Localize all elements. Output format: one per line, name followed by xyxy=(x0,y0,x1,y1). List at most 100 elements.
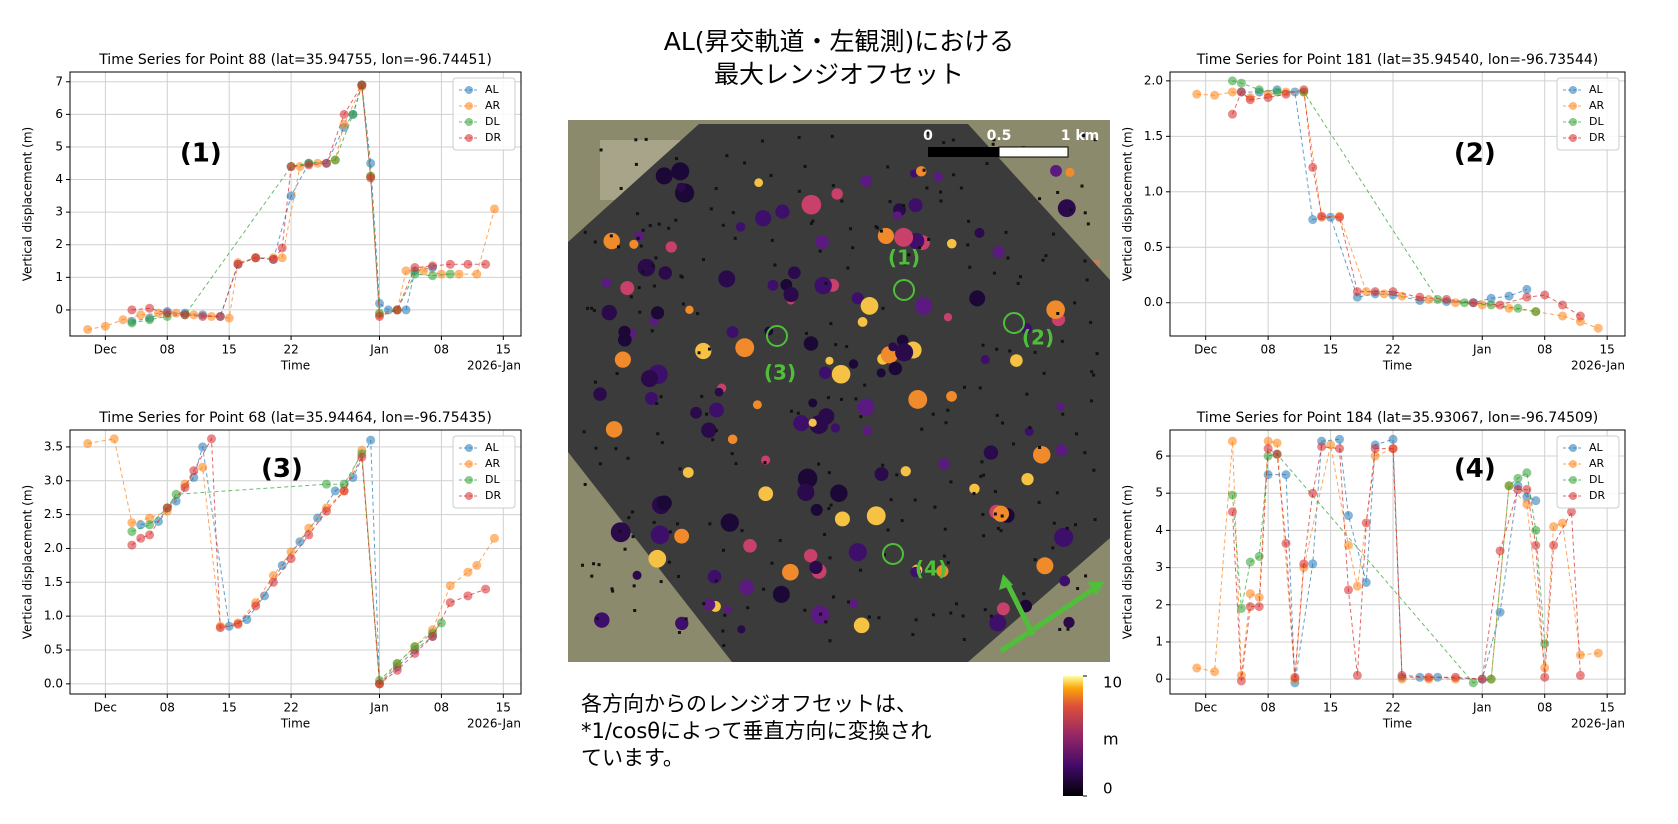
data-point xyxy=(1575,311,1585,321)
map-noise xyxy=(590,306,594,310)
data-point xyxy=(348,109,358,119)
map-noise xyxy=(1092,373,1096,377)
data-point xyxy=(1495,300,1505,310)
data-point xyxy=(1343,511,1353,521)
site-marker xyxy=(893,279,915,301)
colorbar-tick-label: 10 xyxy=(1103,674,1122,692)
map-tank xyxy=(825,356,834,365)
map-noise xyxy=(882,553,886,557)
data-point xyxy=(1513,484,1523,494)
map-noise xyxy=(714,187,718,191)
map-noise xyxy=(995,347,999,351)
map-noise xyxy=(722,644,726,648)
map-noise xyxy=(1060,339,1064,343)
map-noise xyxy=(1093,518,1097,522)
map-noise xyxy=(733,236,737,240)
map-tank xyxy=(735,222,746,232)
data-point xyxy=(1575,670,1585,680)
map-tank xyxy=(1046,300,1065,319)
map-tank xyxy=(818,366,832,380)
map-noise xyxy=(819,612,823,616)
map-tank xyxy=(737,625,746,634)
map-noise xyxy=(667,560,671,564)
map-noise xyxy=(1074,523,1078,527)
map-noise xyxy=(740,529,744,533)
y-tick-label: 2.0 xyxy=(1144,73,1163,87)
map-noise xyxy=(639,244,643,248)
map-noise xyxy=(972,491,976,495)
map-noise xyxy=(967,219,971,223)
data-point xyxy=(145,520,155,530)
map-noise xyxy=(638,310,642,314)
map-noise xyxy=(900,519,904,523)
data-point xyxy=(1540,663,1550,673)
map-tank xyxy=(707,569,722,584)
annotation: (1) xyxy=(180,138,222,168)
data-point xyxy=(136,520,146,530)
data-point xyxy=(357,452,367,462)
map-noise xyxy=(1080,184,1084,188)
data-point xyxy=(1272,87,1282,97)
map-noise xyxy=(1075,432,1079,436)
y-tick-label: 2.0 xyxy=(44,541,63,555)
data-point xyxy=(1263,436,1273,446)
data-point xyxy=(1352,287,1362,297)
x-tick-label: Jan xyxy=(1472,343,1492,357)
map-noise xyxy=(1022,592,1026,596)
data-point xyxy=(1308,162,1318,172)
map-noise xyxy=(743,161,747,165)
map-noise xyxy=(709,207,713,211)
scale-bar xyxy=(998,146,1069,158)
data-point xyxy=(83,324,93,334)
map-noise xyxy=(597,563,601,567)
y-tick-label: 1.5 xyxy=(1144,129,1163,143)
data-point xyxy=(1397,670,1407,680)
map-noise xyxy=(943,527,947,531)
legend-marker xyxy=(1569,134,1577,142)
data-point xyxy=(339,486,349,496)
legend-label: AL xyxy=(485,83,500,96)
plot-frame xyxy=(69,71,522,337)
legend-label: DR xyxy=(485,131,501,144)
map-noise xyxy=(931,613,935,617)
y-tick-label: 6 xyxy=(55,107,63,121)
data-point xyxy=(145,530,155,540)
map-noise xyxy=(761,139,765,143)
map-noise xyxy=(626,456,630,460)
map-noise xyxy=(830,134,834,138)
map-tank xyxy=(1056,402,1065,411)
map-noise xyxy=(1086,222,1090,226)
map-noise xyxy=(660,441,664,445)
colorbar xyxy=(1063,676,1083,796)
map-noise xyxy=(721,629,725,633)
data-point xyxy=(215,623,225,633)
x-tick-label: Jan xyxy=(369,701,389,715)
map-tank xyxy=(896,334,909,347)
x-tick-label: 08 xyxy=(160,701,175,715)
map-noise xyxy=(992,138,996,142)
map-noise xyxy=(594,446,598,450)
y-tick-label: 5 xyxy=(1155,486,1163,500)
map-tank xyxy=(754,178,764,188)
map-noise xyxy=(1038,445,1042,449)
data-point xyxy=(1236,87,1246,97)
x-axis-label: Time xyxy=(1382,359,1412,373)
map-noise xyxy=(1001,421,1005,425)
map-noise xyxy=(1042,371,1046,375)
map-noise xyxy=(933,505,937,509)
data-point xyxy=(1531,307,1541,317)
map-tank xyxy=(650,525,670,545)
map-noise xyxy=(701,258,705,262)
data-point xyxy=(1308,215,1318,225)
map-noise xyxy=(851,246,855,250)
map-tank xyxy=(665,241,677,253)
map-tank xyxy=(1057,199,1076,218)
data-point xyxy=(127,305,137,315)
data-point xyxy=(1442,294,1452,304)
map-tank xyxy=(815,235,830,249)
x-tick-label: 08 xyxy=(434,343,449,357)
map-noise xyxy=(654,256,658,260)
annotation: (2) xyxy=(1454,138,1496,168)
map-noise xyxy=(1028,426,1032,430)
map-noise xyxy=(1052,232,1056,236)
